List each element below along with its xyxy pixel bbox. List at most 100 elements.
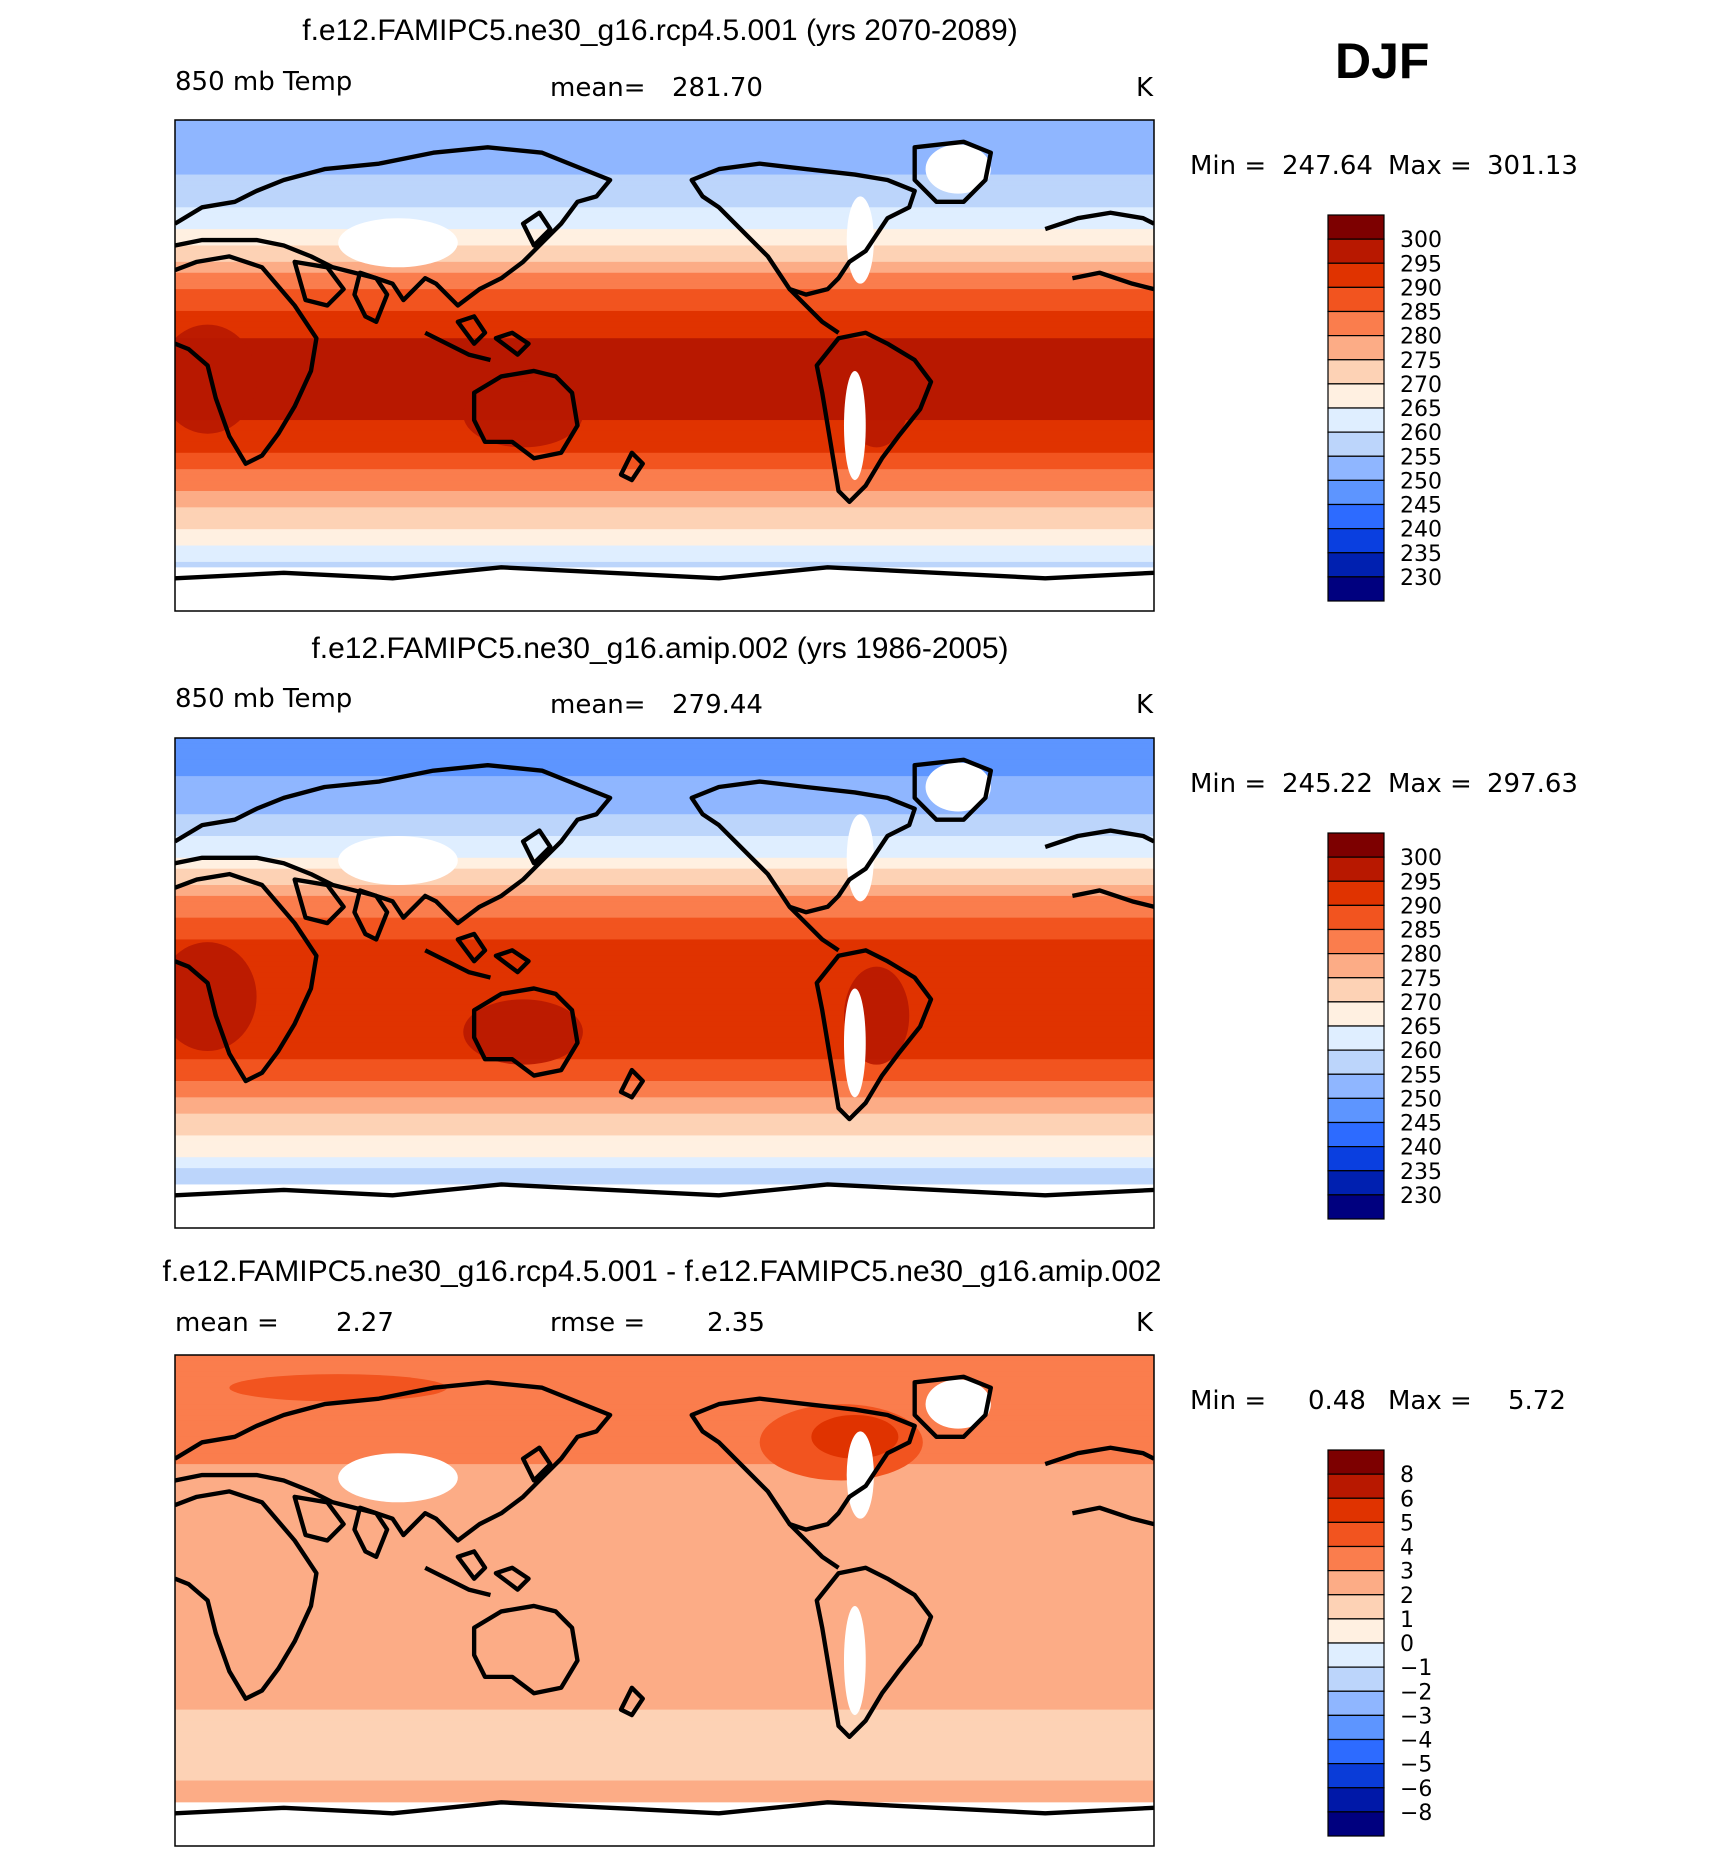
missing-data-region <box>843 370 866 481</box>
map-band <box>175 1475 1154 1482</box>
map-band <box>175 545 1154 552</box>
warm-region <box>463 381 583 448</box>
map-band <box>175 1162 1154 1169</box>
map-band <box>175 1780 1154 1787</box>
map-band <box>175 158 1154 165</box>
map-band <box>175 147 1154 154</box>
map-band <box>175 819 1154 826</box>
map-band <box>175 1502 1154 1509</box>
panel1-mean-value: 281.70 <box>672 73 763 103</box>
warm-region <box>463 999 583 1065</box>
map-band <box>175 540 1154 547</box>
colorbar-tick-label: 300 <box>1400 846 1442 871</box>
map-band <box>175 874 1154 881</box>
map-band <box>175 988 1154 995</box>
colorbar-swatch <box>1327 383 1385 409</box>
panel1-colorbar: 3002952902852802752702652602552502452402… <box>1327 214 1442 602</box>
map-band <box>175 1764 1154 1771</box>
map-band <box>175 1796 1154 1803</box>
missing-data-region <box>338 218 458 268</box>
panel3-mean-value: 2.27 <box>336 1308 394 1338</box>
map-band <box>175 414 1154 421</box>
map-band <box>175 863 1154 870</box>
colorbar-swatch <box>1327 856 1385 882</box>
colorbar-tick-label: 3 <box>1400 1560 1414 1585</box>
map-band <box>175 1693 1154 1700</box>
map-band <box>175 152 1154 159</box>
panel2-title: f.e12.FAMIPC5.ne30_g16.amip.002 (yrs 198… <box>311 632 1008 665</box>
panel3-rmse-label: rmse = <box>550 1308 645 1338</box>
map-band <box>175 136 1154 143</box>
colorbar-tick-label: 275 <box>1400 349 1442 374</box>
map-band <box>175 1676 1154 1683</box>
colorbar-tick-label: 265 <box>1400 1015 1442 1040</box>
map-band <box>175 441 1154 448</box>
colorbar-tick-label: 260 <box>1400 1039 1442 1064</box>
map-band <box>175 218 1154 225</box>
colorbar-tick-label: 285 <box>1400 301 1442 326</box>
colorbar-tick-label: 255 <box>1400 445 1442 470</box>
colorbar-swatch <box>1327 1787 1385 1813</box>
map-band <box>175 436 1154 443</box>
map-band <box>175 272 1154 279</box>
map-band <box>175 387 1154 394</box>
missing-data-region <box>925 144 991 194</box>
colorbar-tick-label: 290 <box>1400 894 1442 919</box>
map-band <box>175 934 1154 941</box>
map-band <box>175 1409 1154 1416</box>
colorbar-tick-label: 8 <box>1400 1463 1414 1488</box>
colorbar-swatch <box>1327 407 1385 433</box>
map-band <box>175 966 1154 973</box>
map-band <box>175 223 1154 230</box>
colorbar-swatch <box>1327 977 1385 1003</box>
map-band <box>175 879 1154 886</box>
map-band <box>175 1032 1154 1039</box>
map-band <box>175 1157 1154 1164</box>
map-band <box>175 754 1154 761</box>
map-band <box>175 906 1154 913</box>
map-band <box>175 1524 1154 1531</box>
map-band <box>175 1365 1154 1372</box>
colorbar-tick-label: 245 <box>1400 1112 1442 1137</box>
map-band <box>175 550 1154 558</box>
colorbar-tick-label: −2 <box>1400 1680 1432 1705</box>
colorbar-swatch <box>1327 310 1385 337</box>
map-band <box>175 234 1154 241</box>
panel1-map <box>174 119 1155 612</box>
map-band <box>175 808 1154 815</box>
panel3-max-value: 5.72 <box>1508 1386 1566 1416</box>
map-band <box>175 944 1154 951</box>
colorbar-tick-label: 5 <box>1400 1511 1414 1536</box>
map-band <box>175 1108 1154 1115</box>
map-band <box>175 447 1154 454</box>
colorbar-swatch <box>1327 1049 1385 1075</box>
map-band <box>175 1179 1154 1186</box>
colorbar-tick-label: 260 <box>1400 421 1442 446</box>
map-band <box>175 180 1154 187</box>
colorbar-tick-label: −4 <box>1400 1729 1432 1754</box>
map-band <box>175 430 1154 438</box>
map-band <box>175 1769 1154 1776</box>
map-band <box>175 1173 1154 1180</box>
map-band <box>175 1404 1154 1411</box>
map-band <box>175 469 1154 476</box>
map-frame <box>174 119 1155 612</box>
map-band <box>175 770 1154 777</box>
map-band <box>175 561 1154 568</box>
map-band <box>175 1529 1154 1536</box>
map-band <box>175 1469 1154 1476</box>
map-band <box>175 1513 1154 1520</box>
colorbar-tick-label: −1 <box>1400 1656 1432 1681</box>
colorbar-swatch <box>1327 1170 1385 1196</box>
map-band <box>175 207 1154 214</box>
colorbar-swatch <box>1327 1097 1385 1124</box>
map-band <box>175 518 1154 525</box>
map-band <box>175 1704 1154 1711</box>
map-band <box>175 1119 1154 1126</box>
map-band <box>175 501 1154 508</box>
map-band <box>175 1026 1154 1033</box>
map-band <box>175 1146 1154 1153</box>
panel3-minmax: Min = 0.48 Max = 5.72 <box>1190 1386 1566 1416</box>
colorbar-swatch <box>1327 1025 1385 1051</box>
